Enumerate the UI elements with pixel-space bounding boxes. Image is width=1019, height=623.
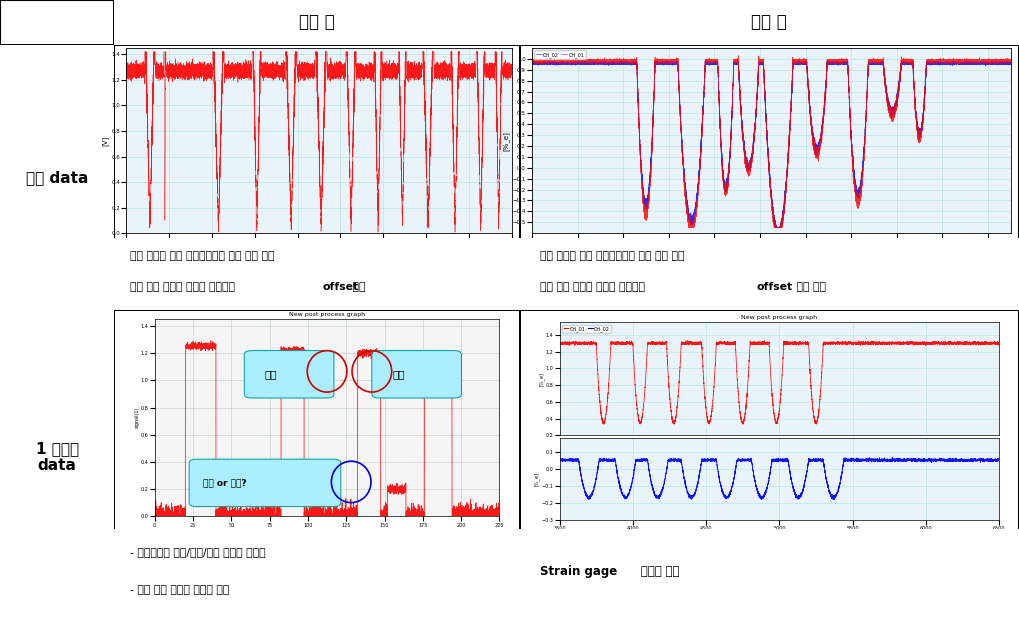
- Text: 하중 변화에 따른 타이어변형률 신호 반영 미흡: 하중 변화에 따른 타이어변형률 신호 반영 미흡: [130, 251, 275, 261]
- CH_01: [733, 52, 745, 59]
- CH_01: [869, 58, 881, 65]
- CH_01: [834, 57, 846, 64]
- CH_02: [834, 60, 846, 67]
- Line: CH_02: CH_02: [532, 60, 1011, 228]
- Text: 개선 전: 개선 전: [299, 14, 335, 31]
- X-axis label: data [s]: data [s]: [768, 532, 790, 537]
- FancyBboxPatch shape: [190, 459, 340, 506]
- Text: 압축: 압축: [265, 369, 277, 379]
- Text: 하중 변화에 따른 타이어변형률 신호 변화 개선: 하중 변화에 따른 타이어변형률 신호 변화 개선: [540, 251, 684, 261]
- CH_02: [869, 60, 881, 68]
- Text: Strain gage: Strain gage: [540, 565, 616, 578]
- Text: 발생: 발생: [350, 282, 366, 292]
- Text: 압축: 압축: [392, 369, 405, 379]
- X-axis label: data [s]: data [s]: [758, 250, 785, 257]
- Text: 시험 스텝 사이의 동일한 하중에서: 시험 스텝 사이의 동일한 하중에서: [130, 282, 238, 292]
- Legend: CH_01, CH_02: CH_01, CH_02: [562, 325, 611, 333]
- FancyBboxPatch shape: [372, 351, 462, 398]
- Y-axis label: signal(1): signal(1): [135, 407, 140, 429]
- CH_01: [1005, 59, 1017, 66]
- Text: 전체 data: 전체 data: [25, 169, 89, 185]
- Y-axis label: [%_e]: [%_e]: [502, 131, 510, 151]
- Text: offset: offset: [757, 282, 793, 292]
- Title: New post process graph: New post process graph: [741, 315, 817, 320]
- CH_02: [645, 152, 657, 159]
- Text: 시험 스텝 사이의 동일한 하중에서: 시험 스텝 사이의 동일한 하중에서: [540, 282, 648, 292]
- Y-axis label: [%_e]: [%_e]: [539, 372, 544, 386]
- X-axis label: Time [s]: Time [s]: [305, 250, 333, 257]
- CH_02: [1005, 59, 1017, 66]
- CH_01: [752, 64, 764, 72]
- Text: 신호에 근접: 신호에 근접: [637, 565, 680, 578]
- CH_02: [787, 56, 799, 64]
- Y-axis label: [V]: [V]: [102, 135, 109, 146]
- CH_01: [645, 157, 657, 164]
- CH_02: [752, 68, 764, 75]
- CH_02: [815, 130, 827, 138]
- Text: 압축 or 인장?: 압축 or 인장?: [203, 478, 247, 487]
- Text: 1 사이클
data: 1 사이클 data: [36, 440, 78, 473]
- CH_01: [683, 224, 695, 232]
- CH_01: [974, 57, 986, 65]
- Title: New post process graph: New post process graph: [289, 312, 365, 317]
- Text: 다소 개선: 다소 개선: [794, 282, 826, 292]
- Text: - 접지면에서 압축/인장/압축 변화가 불일치: - 접지면에서 압축/인장/압축 변화가 불일치: [130, 548, 266, 558]
- CH_02: [526, 59, 538, 67]
- FancyBboxPatch shape: [245, 351, 334, 398]
- Text: offset: offset: [323, 282, 359, 292]
- Y-axis label: [%_e]: [%_e]: [534, 472, 540, 486]
- CH_02: [769, 224, 782, 232]
- Line: CH_01: CH_01: [532, 55, 1011, 228]
- CH_01: [815, 131, 827, 139]
- Legend: CH_02, CH_01: CH_02, CH_01: [534, 50, 586, 59]
- CH_02: [974, 59, 986, 67]
- Text: 개선 후: 개선 후: [751, 14, 788, 31]
- Text: - 신호 중간 부분이 갑자기 변화: - 신호 중간 부분이 갑자기 변화: [130, 585, 229, 595]
- CH_01: [526, 57, 538, 65]
